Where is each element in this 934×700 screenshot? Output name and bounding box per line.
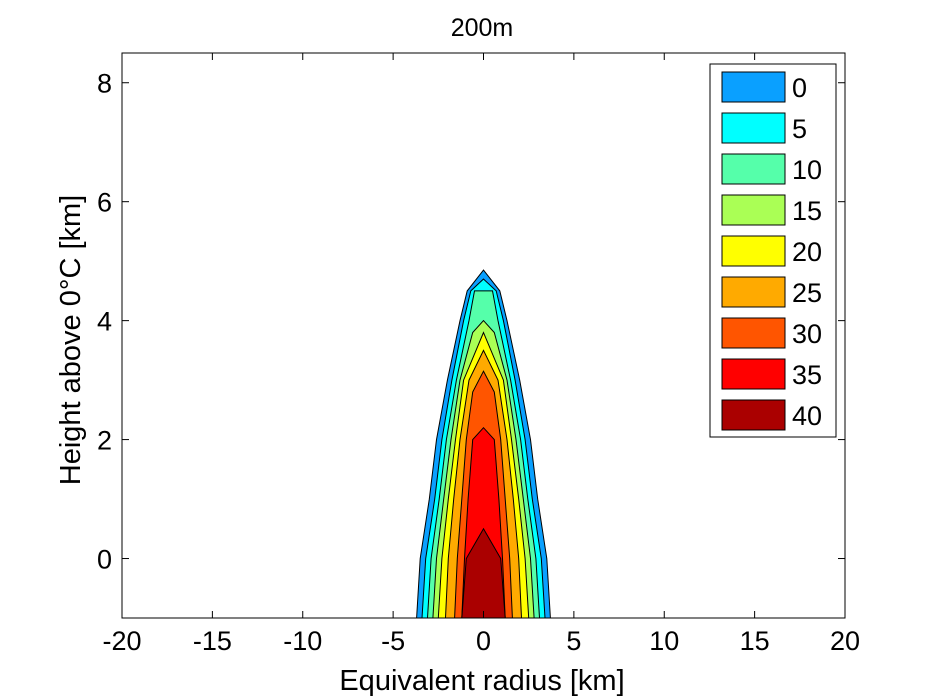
legend-swatch-35 [721, 358, 786, 390]
contour-fills [416, 269, 551, 619]
legend-label-10: 10 [792, 155, 822, 185]
legend-swatch-40 [721, 399, 786, 431]
legend-label-5: 5 [792, 114, 807, 144]
x-tick-label: -10 [283, 626, 322, 656]
legend-swatch-10 [721, 153, 786, 185]
x-axis: -20 -15 -10 -5 0 5 10 15 20 [102, 53, 860, 656]
legend-swatch-5 [721, 112, 786, 144]
legend-label-15: 15 [792, 196, 822, 226]
x-tick-label: 5 [566, 626, 581, 656]
legend-swatch-0 [721, 71, 786, 103]
y-axis: 0 2 4 6 8 [97, 69, 845, 575]
legend-swatch-15 [721, 194, 786, 226]
x-tick-label: 10 [649, 626, 679, 656]
y-tick-label: 4 [97, 307, 112, 337]
x-tick-label: -15 [193, 626, 232, 656]
x-tick-label: -5 [381, 626, 405, 656]
legend-label-35: 35 [792, 360, 822, 390]
legend-swatch-30 [721, 317, 786, 349]
y-axis-label: Height above 0°C [km] [55, 195, 87, 485]
y-tick-label: 0 [97, 545, 112, 575]
legend: 0 5 10 15 20 25 30 35 40 [709, 63, 837, 438]
chart-title: 200m [451, 14, 514, 42]
x-tick-label: -20 [102, 626, 141, 656]
legend-label-40: 40 [792, 401, 822, 431]
y-tick-label: 6 [97, 188, 112, 218]
x-axis-label: Equivalent radius [km] [339, 665, 624, 697]
legend-swatch-25 [721, 276, 786, 308]
legend-label-0: 0 [792, 73, 807, 103]
legend-label-25: 25 [792, 278, 822, 308]
x-tick-label: 20 [830, 626, 860, 656]
legend-label-30: 30 [792, 319, 822, 349]
y-tick-label: 8 [97, 69, 112, 99]
legend-swatch-20 [721, 235, 786, 267]
y-tick-label: 2 [97, 426, 112, 456]
x-tick-label: 15 [740, 626, 770, 656]
x-tick-label: 0 [476, 626, 491, 656]
legend-label-20: 20 [792, 237, 822, 267]
